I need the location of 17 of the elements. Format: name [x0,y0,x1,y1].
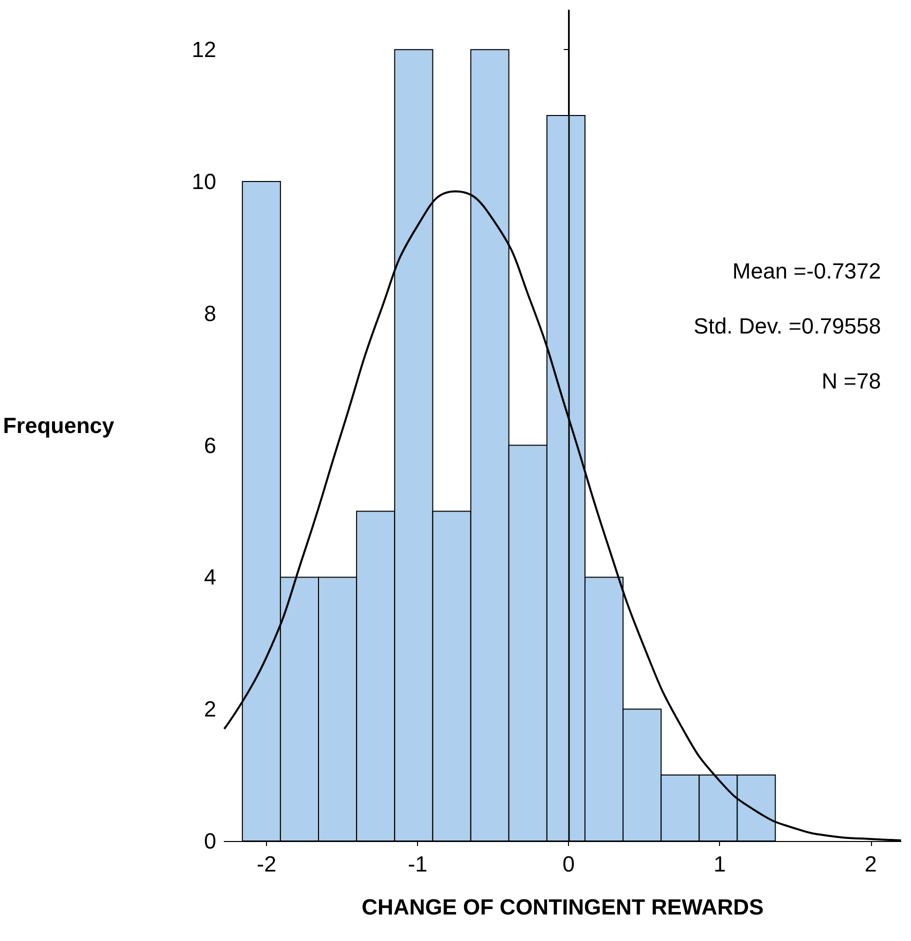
x-tick-label: -1 [408,852,428,876]
y-tick-label: 4 [204,564,216,590]
y-tick-label: 8 [204,300,216,326]
y-tick-label: 2 [204,696,216,722]
y-tick-label: 10 [192,168,216,194]
y-axis-title: Frequency [2,413,116,438]
x-axis-title: CHANGE OF CONTINGENT REWARDS [362,894,764,920]
y-tick-label: 0 [204,828,216,854]
annotation: N =78 [822,368,882,394]
x-tick-label: 2 [864,852,877,876]
x-tick-label: 1 [714,852,726,876]
y-tick-label: 12 [192,37,216,62]
annotation: Mean =-0.7372 [732,258,881,284]
y-tick-label: 6 [204,432,216,458]
x-tick-label: -2 [256,852,276,876]
annotation: Std. Dev. =0.79558 [694,314,882,338]
x-tick-label: 0 [562,852,575,876]
